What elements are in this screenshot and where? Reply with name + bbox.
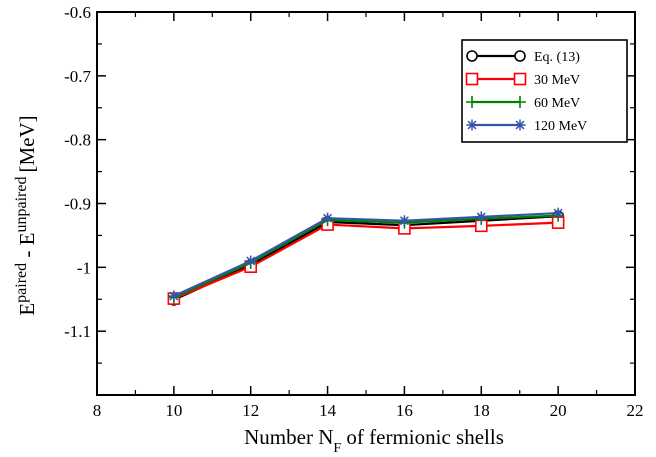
data-point: [245, 255, 257, 267]
y-axis-label-e1: E: [15, 303, 39, 316]
y-tick-label: -1: [77, 258, 91, 277]
y-axis-label-sup2: unpaired: [13, 177, 30, 233]
legend-label: 30 MeV: [534, 73, 580, 88]
x-axis-label-post: of fermionic shells: [341, 425, 504, 449]
legend-label: Eq. (13): [534, 50, 580, 65]
x-tick-label: 16: [396, 401, 413, 420]
legend-marker: [513, 72, 527, 86]
legend-entries: Eq. (13) 30 MeV 60 MeV 120 MeV: [465, 50, 587, 134]
x-tick-label: 12: [242, 401, 259, 420]
y-axis-label: Epaired - Eunpaired [MeV]: [13, 115, 40, 315]
y-axis-label-mid: - E: [15, 233, 39, 263]
x-tick-label: 10: [165, 401, 182, 420]
series-line: [173, 214, 559, 299]
legend-marker: [465, 72, 479, 86]
legend-marker: [514, 50, 526, 62]
data-point: [322, 212, 334, 224]
legend-label: 60 MeV: [534, 96, 580, 111]
x-axis-label-sub: F: [333, 441, 341, 456]
series-layer: [167, 207, 565, 306]
x-tick-label: 14: [319, 401, 337, 420]
legend-label: 120 MeV: [534, 119, 587, 134]
x-axis-label: Number NF of fermionic shells: [244, 425, 504, 456]
x-tick-label: 20: [550, 401, 567, 420]
axis-ticks: [96, 11, 636, 396]
legend-marker: [514, 119, 526, 131]
legend-entry: 30 MeV: [465, 72, 580, 88]
x-tick-label: 8: [93, 401, 102, 420]
legend-marker: [466, 119, 478, 131]
y-tick-label: -1.1: [64, 322, 91, 341]
data-point: [475, 211, 487, 223]
x-tick-label: 18: [473, 401, 490, 420]
x-axis-label-pre: Number N: [244, 425, 333, 449]
y-axis-label-unit: [MeV]: [15, 115, 39, 172]
legend-marker: [514, 96, 526, 108]
series-line: [173, 211, 559, 298]
legend-entry: 120 MeV: [466, 119, 587, 134]
x-tick-label: 22: [627, 401, 644, 420]
legend: Eq. (13) 30 MeV 60 MeV 120 MeV: [461, 39, 628, 143]
legend-entry: 60 MeV: [466, 96, 580, 111]
y-tick-label: -0.6: [64, 3, 91, 22]
y-tick-label: -0.9: [64, 195, 91, 214]
legend-marker: [466, 50, 478, 62]
y-tick-label: -0.7: [64, 67, 91, 86]
series-2: [167, 216, 565, 305]
series-4: [168, 207, 564, 302]
data-point: [552, 207, 564, 219]
legend-entry: Eq. (13): [466, 50, 580, 65]
tick-labels: 8 10 12 14 16 18 20 22 -0.6 -0.7 -0.8 -0.9 -1 -1.1: [64, 3, 643, 420]
data-point: [398, 215, 410, 227]
y-tick-label: -0.8: [64, 131, 91, 150]
legend-marker: [466, 96, 478, 108]
series-line: [173, 221, 559, 300]
data-point: [168, 290, 180, 302]
y-axis-label-sup1: paired: [13, 263, 30, 303]
series-line: [173, 215, 559, 301]
